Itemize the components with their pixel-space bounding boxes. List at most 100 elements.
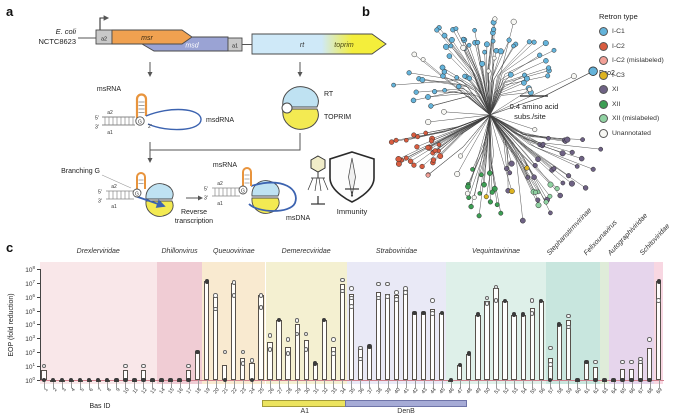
merge-bracket (149, 133, 301, 151)
replicate-point-overlap (629, 377, 634, 383)
complex1-three-prime: 3′ (98, 199, 102, 205)
eop-bar (647, 348, 653, 380)
tree-tip-node (535, 156, 541, 162)
replicate-point-open (620, 359, 625, 365)
tree-branch (463, 38, 491, 116)
x-tick-mark (432, 380, 434, 388)
tree-tip-node (423, 130, 429, 136)
x-tick-mark (613, 380, 615, 388)
rt-blob-top-icon (282, 86, 319, 108)
replicate-point-open (340, 288, 345, 294)
tree-branch (489, 114, 551, 185)
complex1-hairpin (136, 172, 146, 189)
branching-g-annotation: Branching G (61, 168, 100, 175)
tree-tip-node (442, 87, 448, 93)
tree-tip-node (531, 174, 537, 180)
tree-tip-node (533, 189, 538, 195)
replicate-point-open (547, 345, 553, 351)
legend-item-label: I-C2 (mislabeled) (612, 57, 664, 64)
eop-bar (520, 314, 526, 380)
legend-item: XII (599, 99, 685, 109)
y-tick-mark (37, 324, 40, 326)
x-tick-mark (604, 380, 606, 388)
tree-tip-node (425, 94, 431, 100)
replicate-point-open (349, 304, 354, 309)
replicate-point-overlap (114, 377, 119, 383)
eop-bar (240, 357, 246, 380)
replicate-point-open (294, 331, 300, 337)
legend-color-dot-icon (599, 128, 608, 138)
tree-tip-node (508, 160, 515, 167)
x-tick-mark (116, 380, 118, 388)
x-tick-mark (405, 380, 407, 388)
phage-group-annotation-bar (262, 400, 348, 407)
replicate-point-open (303, 347, 309, 352)
tree-branch (489, 114, 528, 169)
tree-tip-node (535, 202, 542, 209)
x-tick-mark (324, 380, 326, 388)
tree-branch (417, 114, 491, 138)
tree-tip-node (532, 127, 538, 133)
tree-branch (489, 114, 536, 166)
tree-tip-node (425, 144, 431, 151)
tree-tip-node (542, 40, 549, 47)
tree-tip-node (492, 16, 498, 22)
legend-color-dot-icon (599, 27, 608, 36)
replicate-point-open (249, 358, 255, 363)
tree-tip-node (414, 144, 420, 150)
tree-tip-node (543, 58, 549, 64)
tree-tip-node (428, 103, 434, 109)
tree-branch (489, 50, 555, 116)
y-tick-label: 105 (25, 306, 35, 316)
strain-name-italic: E. coli (56, 27, 77, 36)
tree-tip-node (464, 190, 471, 197)
tree-tip-node (494, 202, 500, 208)
tree-branch (486, 44, 491, 116)
tree-tip-node (432, 89, 438, 95)
replicate-point-open (394, 290, 399, 295)
replicate-point-overlap (439, 311, 444, 316)
tree-tip-node (395, 156, 402, 163)
x-tick-mark (450, 380, 452, 388)
tree-tip-node (546, 65, 552, 71)
eop-bar (267, 342, 273, 380)
x-tick-mark (62, 380, 64, 388)
tree-tip-node (483, 41, 490, 48)
replicate-point-open (593, 359, 598, 365)
eop-bar (466, 353, 472, 380)
eop-bar (656, 281, 662, 380)
eco2-branch (489, 70, 594, 116)
complex2-a2: a2 (217, 181, 223, 187)
tree-branch (481, 63, 491, 116)
tree-branch (468, 45, 491, 116)
replicate-point-open (349, 285, 354, 291)
reverse-transcription-label-2: transcription (175, 218, 213, 225)
tree-branch (431, 114, 491, 142)
legend-item-label: I-C1 (612, 28, 625, 35)
tree-tip-node (545, 73, 551, 79)
complex2-five-prime: 5′ (204, 187, 208, 193)
x-tick-mark (486, 380, 488, 388)
eop-bar (511, 314, 517, 380)
tree-branch (478, 114, 491, 216)
tree-tip-node (453, 26, 459, 32)
replicate-point-overlap (511, 312, 517, 317)
replicate-point-open (267, 347, 273, 352)
replicate-point-open (240, 361, 246, 366)
tree-branch (489, 114, 513, 192)
gene-msd-label: msd (185, 43, 199, 50)
replicate-point-open (430, 310, 435, 316)
replicate-point-overlap (195, 350, 200, 355)
phage-group-annotation-bar (344, 400, 468, 407)
tree-tip-node (465, 183, 471, 190)
replicate-point-open (231, 292, 237, 298)
a2-site-label: a2 (107, 110, 113, 116)
x-tick-mark (586, 380, 588, 388)
x-tick-mark (179, 380, 181, 388)
tree-tip-node (425, 118, 432, 126)
replicate-point-overlap (656, 279, 661, 284)
legend-item: XI (599, 85, 685, 94)
duplex-strands-icon (102, 116, 135, 126)
replicate-point-overlap (638, 377, 643, 383)
gene-msr-label: msr (141, 35, 153, 42)
